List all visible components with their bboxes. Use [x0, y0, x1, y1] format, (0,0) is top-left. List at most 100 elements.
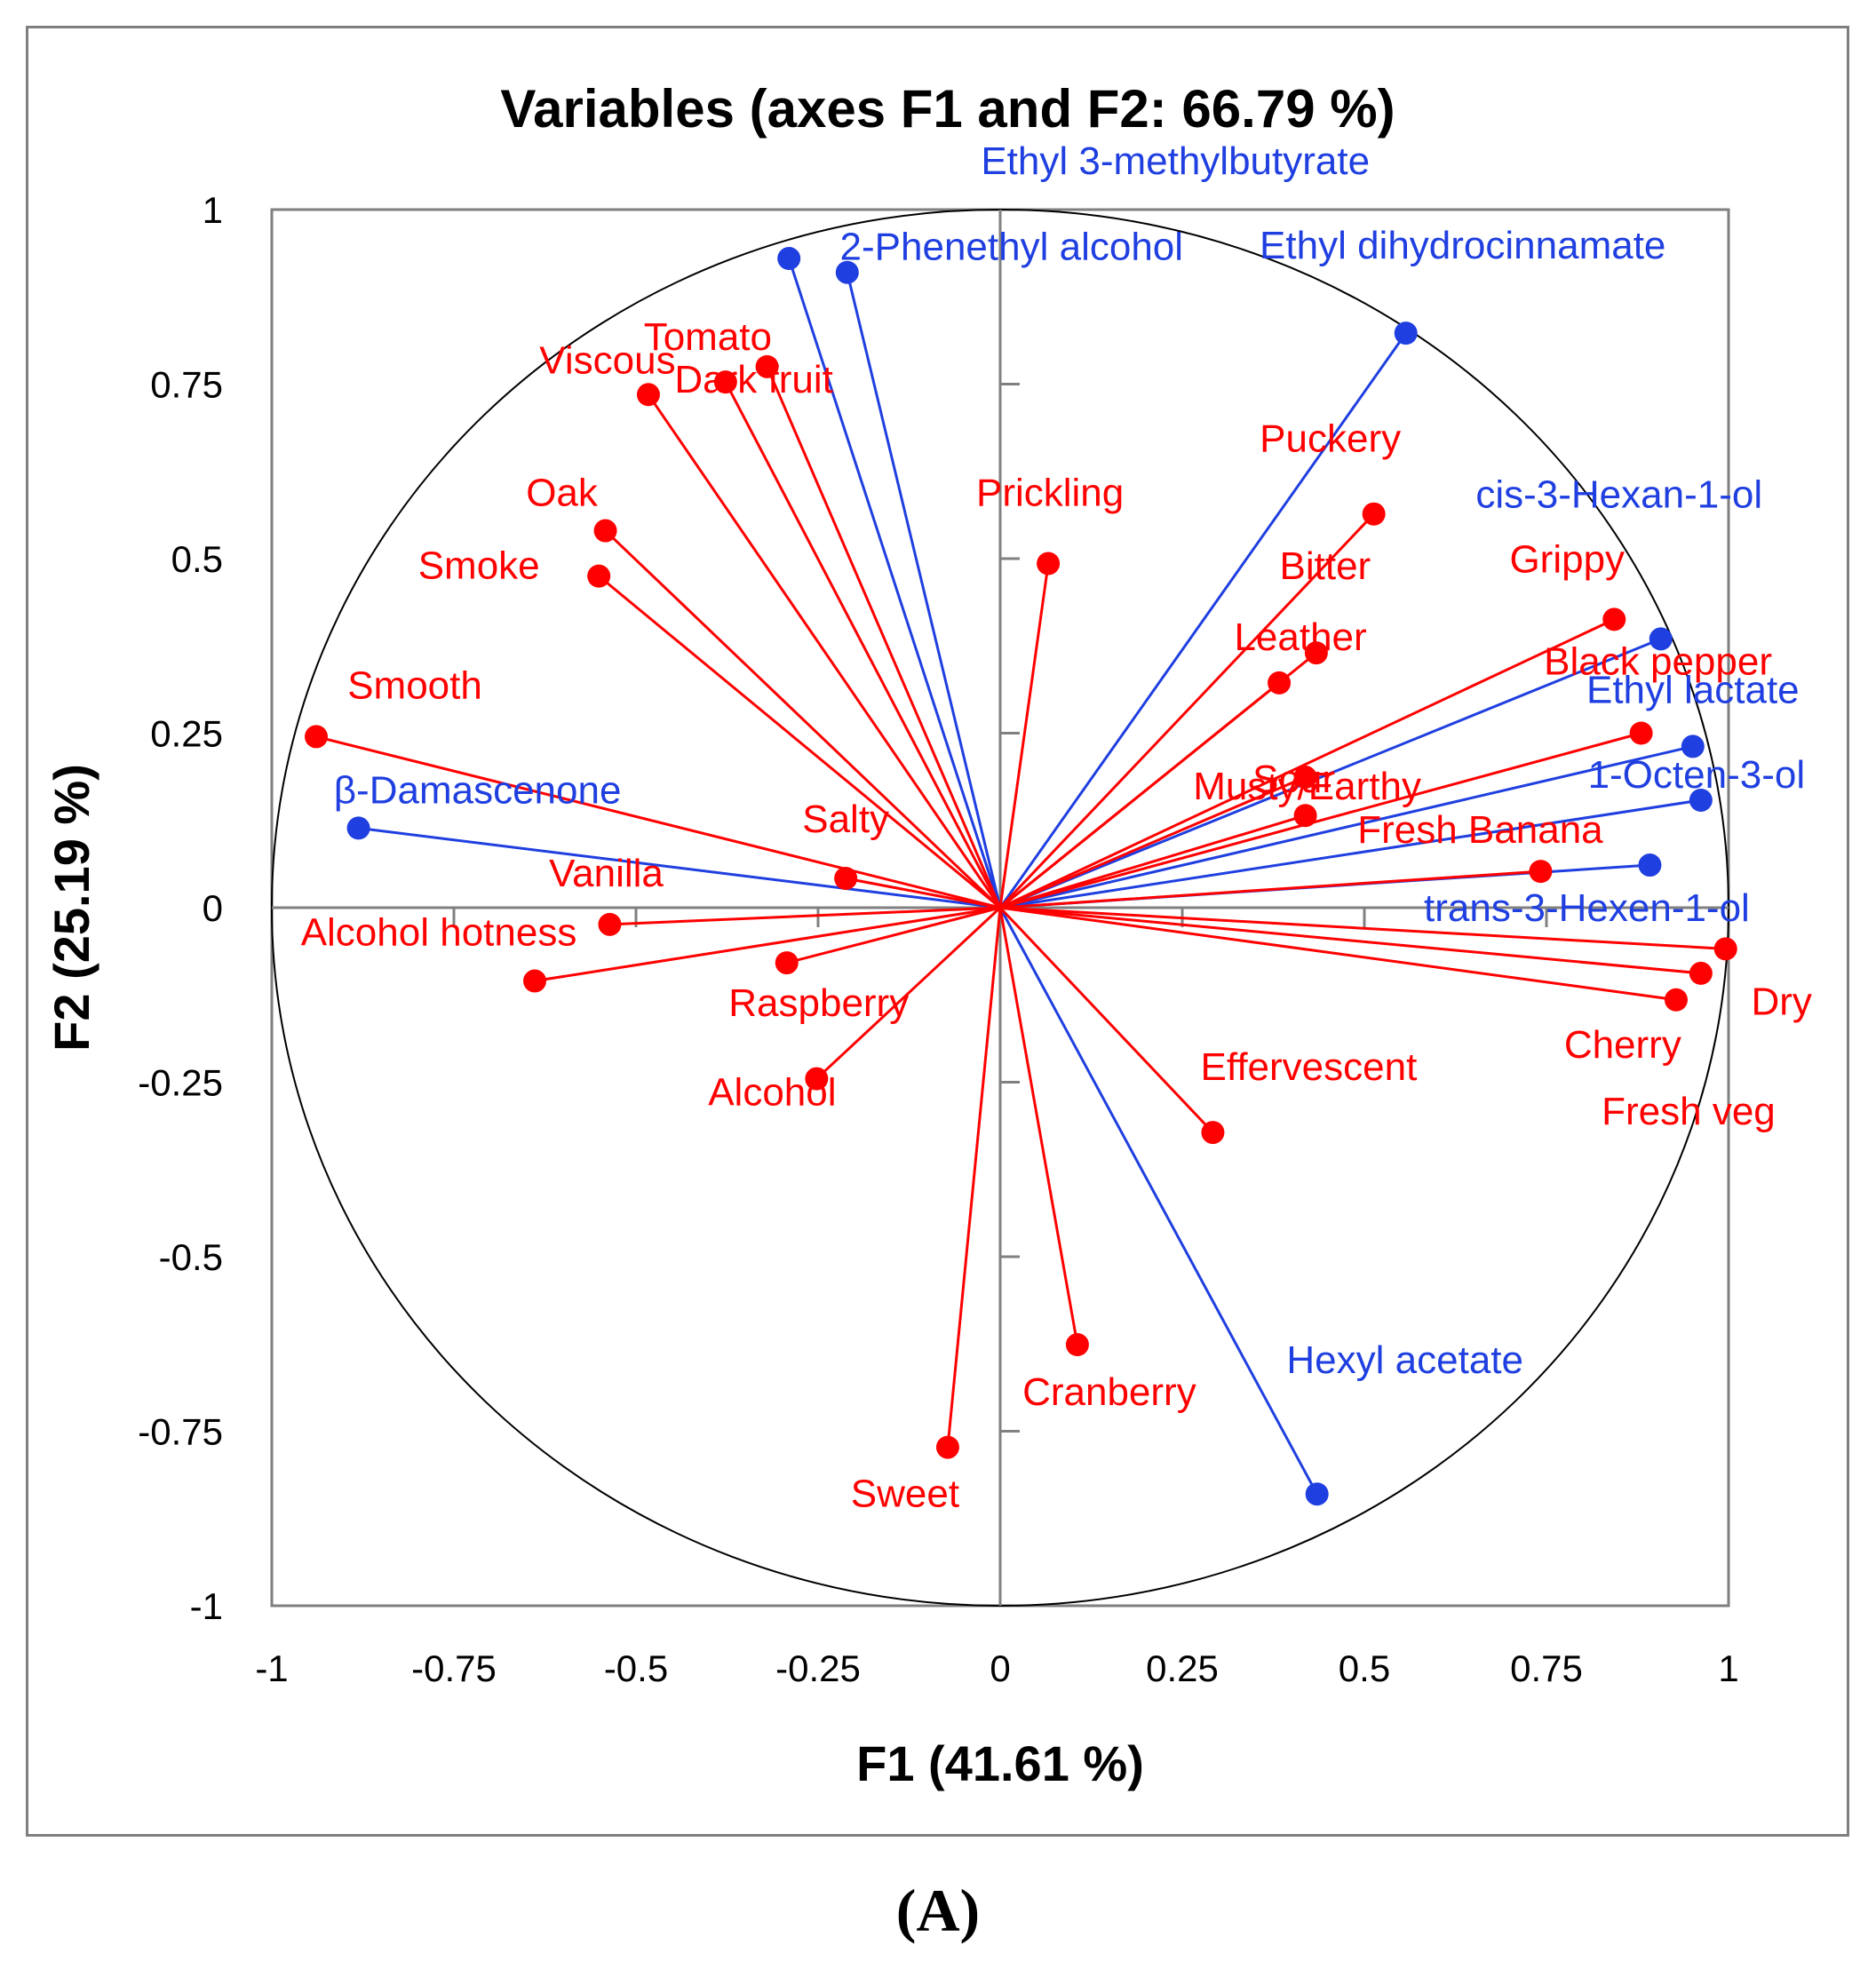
label-trans-3-hexen-1-ol: trans-3-Hexen-1-ol [1424, 886, 1750, 930]
vector-raspberry [786, 906, 1001, 965]
label-bitter: Bitter [1280, 544, 1371, 588]
x-tick-label: 0.5 [1339, 1647, 1390, 1689]
point-puckery [1362, 502, 1386, 526]
y-tick-label: -1 [190, 1585, 223, 1627]
point-effervescent [1201, 1121, 1225, 1145]
label-damascenone: β-Damascenone [334, 768, 622, 812]
point-ethyl-lactate [1681, 734, 1705, 758]
point-fresh-veg [1664, 988, 1688, 1012]
point-cherry [1689, 961, 1713, 985]
vector-tomato [724, 381, 1002, 909]
label-salty: Salty [802, 798, 889, 841]
point-ethyl-3-methylbutyrate [777, 247, 801, 271]
vector-cis-3-hexan-1-ol [999, 638, 1662, 909]
point-dry [1713, 937, 1737, 961]
point-damascenone [346, 816, 370, 840]
point-1-octen-3-ol [1689, 788, 1713, 812]
point-prickling [1037, 552, 1061, 576]
label-alcohol-hotness: Alcohol hotness [301, 911, 577, 955]
vector-puckery [998, 512, 1375, 909]
label-grippy: Grippy [1509, 537, 1625, 581]
point-sour [1293, 804, 1317, 828]
point-hexyl-acetate [1305, 1482, 1329, 1506]
vector-musty-earthy [999, 775, 1307, 909]
label-fresh-banana: Fresh Banana [1357, 808, 1603, 852]
x-tick-label: 1 [1718, 1647, 1738, 1689]
vector-alcohol-hotness [534, 906, 1001, 983]
vector-fresh-veg [999, 906, 1677, 1002]
vector-prickling [998, 563, 1050, 909]
vector-vanilla [609, 906, 1001, 926]
point-cranberry [1065, 1333, 1089, 1357]
point-bitter [1304, 641, 1328, 665]
point-sweet [935, 1435, 959, 1459]
labels-layer: Ethyl 3-methylbutyrate 2-Phenethyl alcoho… [301, 139, 1812, 1516]
label-oak: Oak [526, 472, 599, 515]
vector-ethyl-dihydrocinnamate [998, 332, 1407, 909]
y-axis-title: F2 (25.19 %) [44, 764, 99, 1052]
label-puckery: Puckery [1260, 417, 1401, 461]
point-tomato [713, 370, 737, 394]
label-black-pepper: Black pepper [1544, 640, 1772, 684]
point-trans-3-hexen-1-ol [1638, 853, 1662, 877]
x-axis-title: F1 (41.61 %) [856, 1735, 1144, 1791]
panel-label: (A) [895, 1877, 981, 1944]
vector-fresh-banana [999, 869, 1541, 909]
x-tick-label: -0.5 [604, 1647, 668, 1689]
label-vanilla: Vanilla [549, 852, 664, 895]
x-tick-label: 0.75 [1510, 1647, 1583, 1689]
point-leather [1268, 671, 1292, 695]
vector-2-phenethyl-alcohol [846, 272, 1002, 909]
label-cranberry: Cranberry [1022, 1370, 1196, 1414]
label-1-octen-3-ol: 1-Octen-3-ol [1588, 753, 1806, 797]
vector-viscous [647, 393, 1002, 909]
point-grippy [1602, 607, 1626, 631]
y-tick-label: -0.5 [159, 1236, 223, 1278]
point-2-phenethyl-alcohol [835, 260, 859, 284]
point-viscous [636, 383, 660, 407]
point-fresh-banana [1529, 860, 1553, 884]
label-dark-fruit: Dark fruit [674, 358, 832, 401]
point-black-pepper [1629, 721, 1653, 745]
vector-cranberry [998, 907, 1079, 1346]
vector-grippy [999, 618, 1615, 909]
label-sweet: Sweet [851, 1473, 959, 1516]
vectors-layer [305, 247, 1737, 1506]
y-tick-label: -0.75 [138, 1411, 223, 1453]
label-fresh-veg: Fresh veg [1602, 1090, 1776, 1133]
vector-leather [999, 681, 1281, 909]
point-dark-fruit [755, 354, 779, 378]
point-cis-3-hexan-1-ol [1649, 627, 1673, 651]
y-tick-label: 0 [203, 887, 223, 929]
vector-1-octen-3-ol [999, 798, 1702, 909]
y-tick-label: 1 [203, 189, 223, 231]
label-viscous: Viscous [539, 338, 675, 382]
x-tick-label: 0.25 [1146, 1647, 1219, 1689]
label-musty-earthy: Musty/Earthy [1193, 765, 1421, 808]
point-alcohol [805, 1067, 829, 1091]
vector-smoke [598, 575, 1001, 909]
point-smooth [305, 725, 329, 749]
figure-frame [26, 26, 1849, 1837]
label-cherry: Cherry [1564, 1023, 1681, 1067]
vector-alcohol [815, 906, 1002, 1080]
point-ethyl-dihydrocinnamate [1394, 322, 1418, 345]
label-leather: Leather [1234, 615, 1366, 659]
point-raspberry [775, 951, 799, 975]
label-sour: Sour [1252, 758, 1335, 801]
vector-hexyl-acetate [998, 907, 1319, 1495]
label-alcohol: Alcohol [708, 1071, 836, 1115]
label-smoke: Smoke [418, 544, 540, 588]
vector-sweet [946, 907, 1002, 1448]
point-smoke [587, 564, 611, 588]
label-smooth: Smooth [347, 663, 482, 707]
point-oak [593, 519, 617, 543]
vector-damascenone [358, 826, 1001, 909]
x-tick-label: -1 [255, 1647, 288, 1689]
vector-dry [999, 906, 1726, 950]
vector-oak [604, 529, 1002, 909]
vector-ethyl-3-methylbutyrate [787, 258, 1002, 909]
y-tick-label: -0.25 [138, 1062, 223, 1104]
point-vanilla [598, 912, 622, 936]
